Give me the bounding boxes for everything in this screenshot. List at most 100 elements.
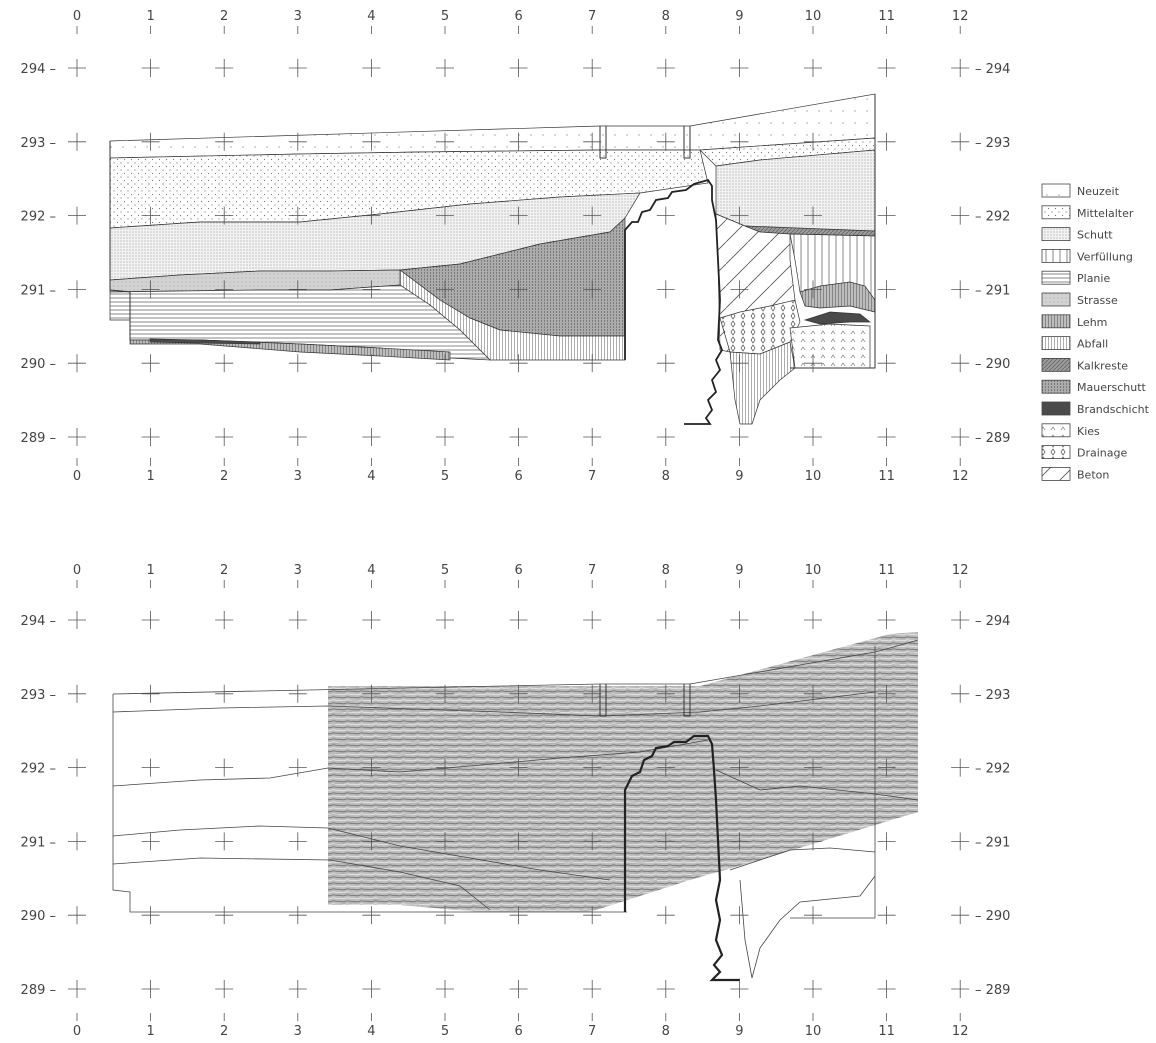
x-tick-label-top: 7 (588, 563, 596, 578)
y-tick-label-left: 293 – (21, 688, 56, 703)
legend-label: Drainage (1077, 447, 1127, 460)
x-tick-label-top: 10 (805, 563, 822, 578)
x-tick-label-bottom: 1 (146, 469, 154, 484)
x-tick-label-bottom: 10 (805, 469, 822, 484)
legend-label: Abfall (1077, 338, 1108, 351)
x-tick-label-top: 10 (805, 9, 822, 24)
x-tick-label-top: 1 (146, 9, 154, 24)
legend-label: Mauerschutt (1077, 381, 1147, 394)
legend-label: Schutt (1077, 229, 1113, 242)
x-tick-label-bottom: 0 (73, 1024, 81, 1039)
x-tick-label-top: 0 (73, 563, 81, 578)
x-tick-label-top: 3 (294, 563, 302, 578)
x-tick-label-top: 11 (878, 9, 895, 24)
legend-label: Lehm (1077, 316, 1107, 329)
x-tick-label-top: 9 (735, 563, 743, 578)
y-tick-label-left: 290 – (21, 909, 56, 924)
y-tick-label-right: – 289 (975, 431, 1010, 446)
y-tick-label-right: – 291 (975, 283, 1010, 298)
legend: Neuzeit Mittelalter Schutt Verfüllung Planie… (1041, 183, 1150, 481)
y-tick-label-right: – 290 (975, 357, 1010, 372)
layer-lehm (129, 339, 451, 361)
trench-wall-bottom (623, 734, 740, 982)
y-tick-label-right: – 289 (975, 983, 1010, 998)
legend-swatch (1041, 292, 1071, 307)
y-tick-label-right: – 293 (975, 136, 1010, 151)
y-tick-label-left: 294 – (21, 614, 56, 629)
y-tick-label-left: 290 – (21, 357, 56, 372)
y-tick-label-right: – 293 (975, 688, 1010, 703)
legend-label: Beton (1077, 468, 1109, 481)
y-tick-label-right: – 292 (975, 762, 1010, 777)
y-tick-label-left: 289 – (21, 431, 56, 446)
x-tick-label-top: 12 (952, 563, 969, 578)
y-tick-label-left: 294 – (21, 62, 56, 77)
x-tick-label-bottom: 5 (441, 469, 449, 484)
legend-label: Neuzeit (1077, 185, 1120, 198)
x-tick-label-bottom: 11 (878, 469, 895, 484)
x-tick-label-top: 5 (441, 9, 449, 24)
y-tick-label-right: – 292 (975, 210, 1010, 225)
y-tick-label-left: 291 – (21, 835, 56, 850)
x-tick-label-top: 4 (367, 563, 375, 578)
x-tick-label-bottom: 7 (588, 1024, 596, 1039)
x-tick-label-bottom: 3 (294, 1024, 302, 1039)
legend-swatch (1041, 445, 1071, 460)
x-tick-label-top: 7 (588, 9, 596, 24)
x-tick-label-bottom: 8 (662, 1024, 670, 1039)
x-tick-label-bottom: 8 (662, 469, 670, 484)
x-tick-label-top: 2 (220, 563, 228, 578)
x-tick-label-top: 3 (294, 9, 302, 24)
legend-swatch (1041, 423, 1071, 438)
y-tick-label-right: – 294 (975, 614, 1010, 629)
legend-swatch (1041, 466, 1071, 481)
legend-swatch (1041, 270, 1071, 285)
x-tick-label-bottom: 2 (220, 469, 228, 484)
legend-swatch (1041, 336, 1071, 351)
legend-swatch (1041, 357, 1071, 372)
x-tick-label-bottom: 12 (952, 1024, 969, 1039)
y-tick-label-right: – 290 (975, 909, 1010, 924)
x-tick-label-bottom: 4 (367, 469, 375, 484)
legend-swatch (1041, 379, 1071, 394)
x-tick-label-top: 6 (514, 563, 522, 578)
x-tick-label-bottom: 3 (294, 469, 302, 484)
legend-label: Planie (1077, 272, 1110, 285)
x-tick-label-top: 12 (952, 9, 969, 24)
x-tick-label-bottom: 9 (735, 1024, 743, 1039)
top-section-profile (109, 93, 876, 425)
x-tick-label-bottom: 5 (441, 1024, 449, 1039)
legend-label: Strasse (1077, 294, 1118, 307)
x-tick-label-top: 2 (220, 9, 228, 24)
x-tick-label-bottom: 9 (735, 469, 743, 484)
legend-label: Mittelalter (1077, 207, 1134, 220)
legend-swatch (1041, 205, 1071, 220)
y-tick-label-right: – 291 (975, 835, 1010, 850)
legend-swatch (1041, 248, 1071, 263)
trench-wall-left (624, 178, 724, 425)
layer-kies (789, 323, 871, 369)
x-tick-label-bottom: 11 (878, 1024, 895, 1039)
x-tick-label-bottom: 2 (220, 1024, 228, 1039)
y-tick-label-left: 293 – (21, 136, 56, 151)
legend-label: Brandschicht (1077, 403, 1150, 416)
y-tick-label-left: 292 – (21, 210, 56, 225)
radargram-texture (328, 632, 918, 912)
legend-swatch (1041, 227, 1071, 242)
x-tick-label-bottom: 4 (367, 1024, 375, 1039)
layer-brandschicht (149, 338, 261, 345)
x-tick-label-top: 4 (367, 9, 375, 24)
legend-label: Kies (1077, 425, 1100, 438)
x-tick-label-top: 8 (662, 9, 670, 24)
x-tick-label-top: 0 (73, 9, 81, 24)
x-tick-label-top: 5 (441, 563, 449, 578)
x-tick-label-top: 1 (146, 563, 154, 578)
x-tick-label-top: 8 (662, 563, 670, 578)
bottom-section-radar (112, 632, 919, 982)
legend-label: Verfüllung (1077, 250, 1133, 263)
x-tick-label-bottom: 10 (805, 1024, 822, 1039)
layer-abfall-right (729, 341, 796, 425)
x-tick-label-bottom: 12 (952, 469, 969, 484)
x-tick-label-bottom: 6 (514, 1024, 522, 1039)
